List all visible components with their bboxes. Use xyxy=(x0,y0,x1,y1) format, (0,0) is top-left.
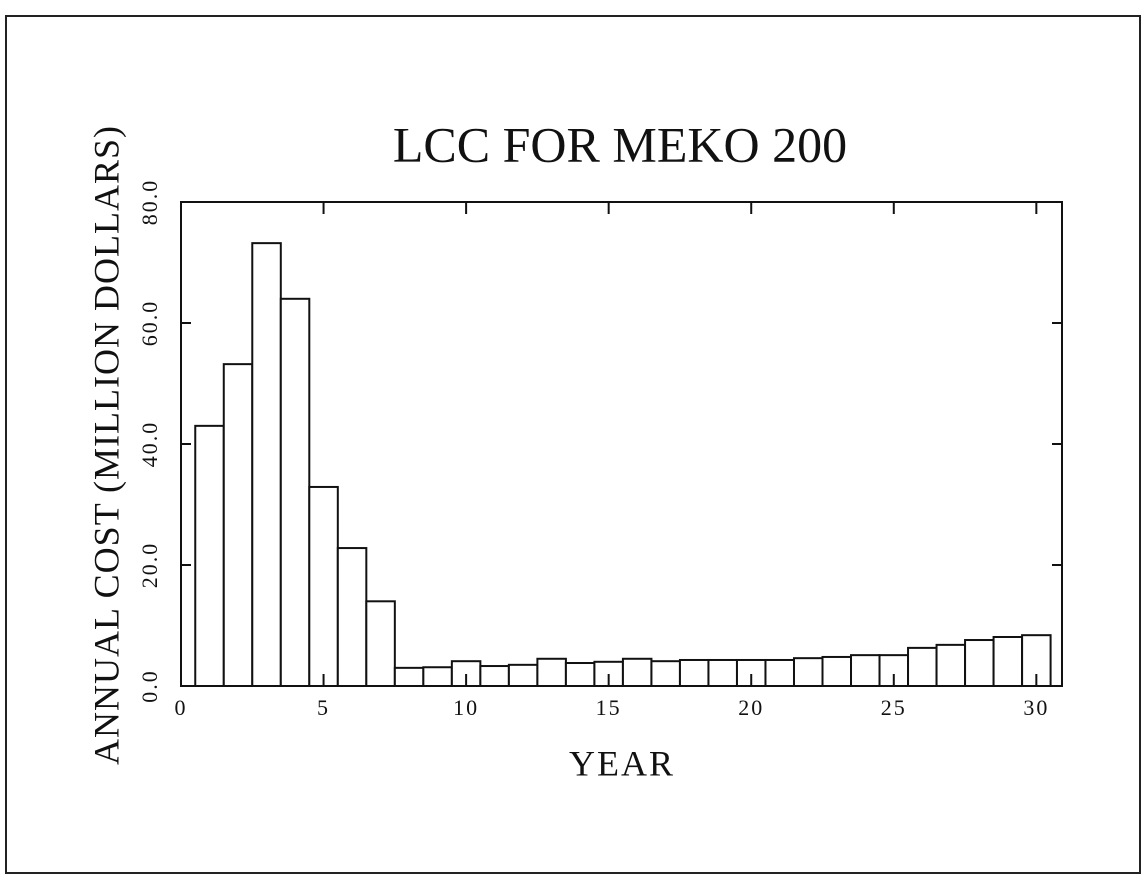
bar xyxy=(222,363,254,687)
y-tick-label: 80.0 xyxy=(137,179,162,226)
bar xyxy=(336,547,368,687)
bar xyxy=(393,666,425,687)
frame xyxy=(5,15,1141,874)
bar xyxy=(707,658,738,687)
x-tick-label: 15 xyxy=(596,695,622,720)
bar xyxy=(935,643,967,687)
bar xyxy=(564,662,596,688)
bar xyxy=(621,657,653,688)
bar xyxy=(507,663,539,688)
x-tick-label: 30 xyxy=(1023,695,1049,720)
bar xyxy=(907,646,938,688)
bar xyxy=(251,242,282,687)
x-tick-label: 5 xyxy=(317,695,330,720)
y-tick-label: 60.0 xyxy=(137,300,162,347)
y-tick-label: 0.0 xyxy=(137,669,162,703)
bar xyxy=(194,424,225,687)
y-axis-label: ANNUAL COST (MILLION DOLLARS) xyxy=(86,125,126,765)
bar xyxy=(422,666,453,687)
bar xyxy=(764,658,795,687)
bar xyxy=(279,297,311,687)
y-tick-label: 20.0 xyxy=(137,542,162,589)
bar xyxy=(992,635,1024,687)
x-tick-label: 25 xyxy=(881,695,907,720)
bar xyxy=(308,485,339,687)
y-tick-label: 40.0 xyxy=(137,421,162,468)
bar xyxy=(964,639,995,688)
bar xyxy=(536,657,567,688)
x-axis-label: YEAR xyxy=(569,743,675,783)
bar xyxy=(365,600,396,687)
bar xyxy=(678,658,710,687)
x-tick-label: 10 xyxy=(453,695,479,720)
chart-title: LCC FOR MEKO 200 xyxy=(393,116,847,172)
bar xyxy=(479,665,510,687)
bar xyxy=(792,657,824,687)
bar xyxy=(850,654,881,688)
x-tick-label: 20 xyxy=(738,695,764,720)
bar xyxy=(821,655,853,688)
x-tick-label: 0 xyxy=(175,695,188,720)
bar xyxy=(650,660,681,688)
